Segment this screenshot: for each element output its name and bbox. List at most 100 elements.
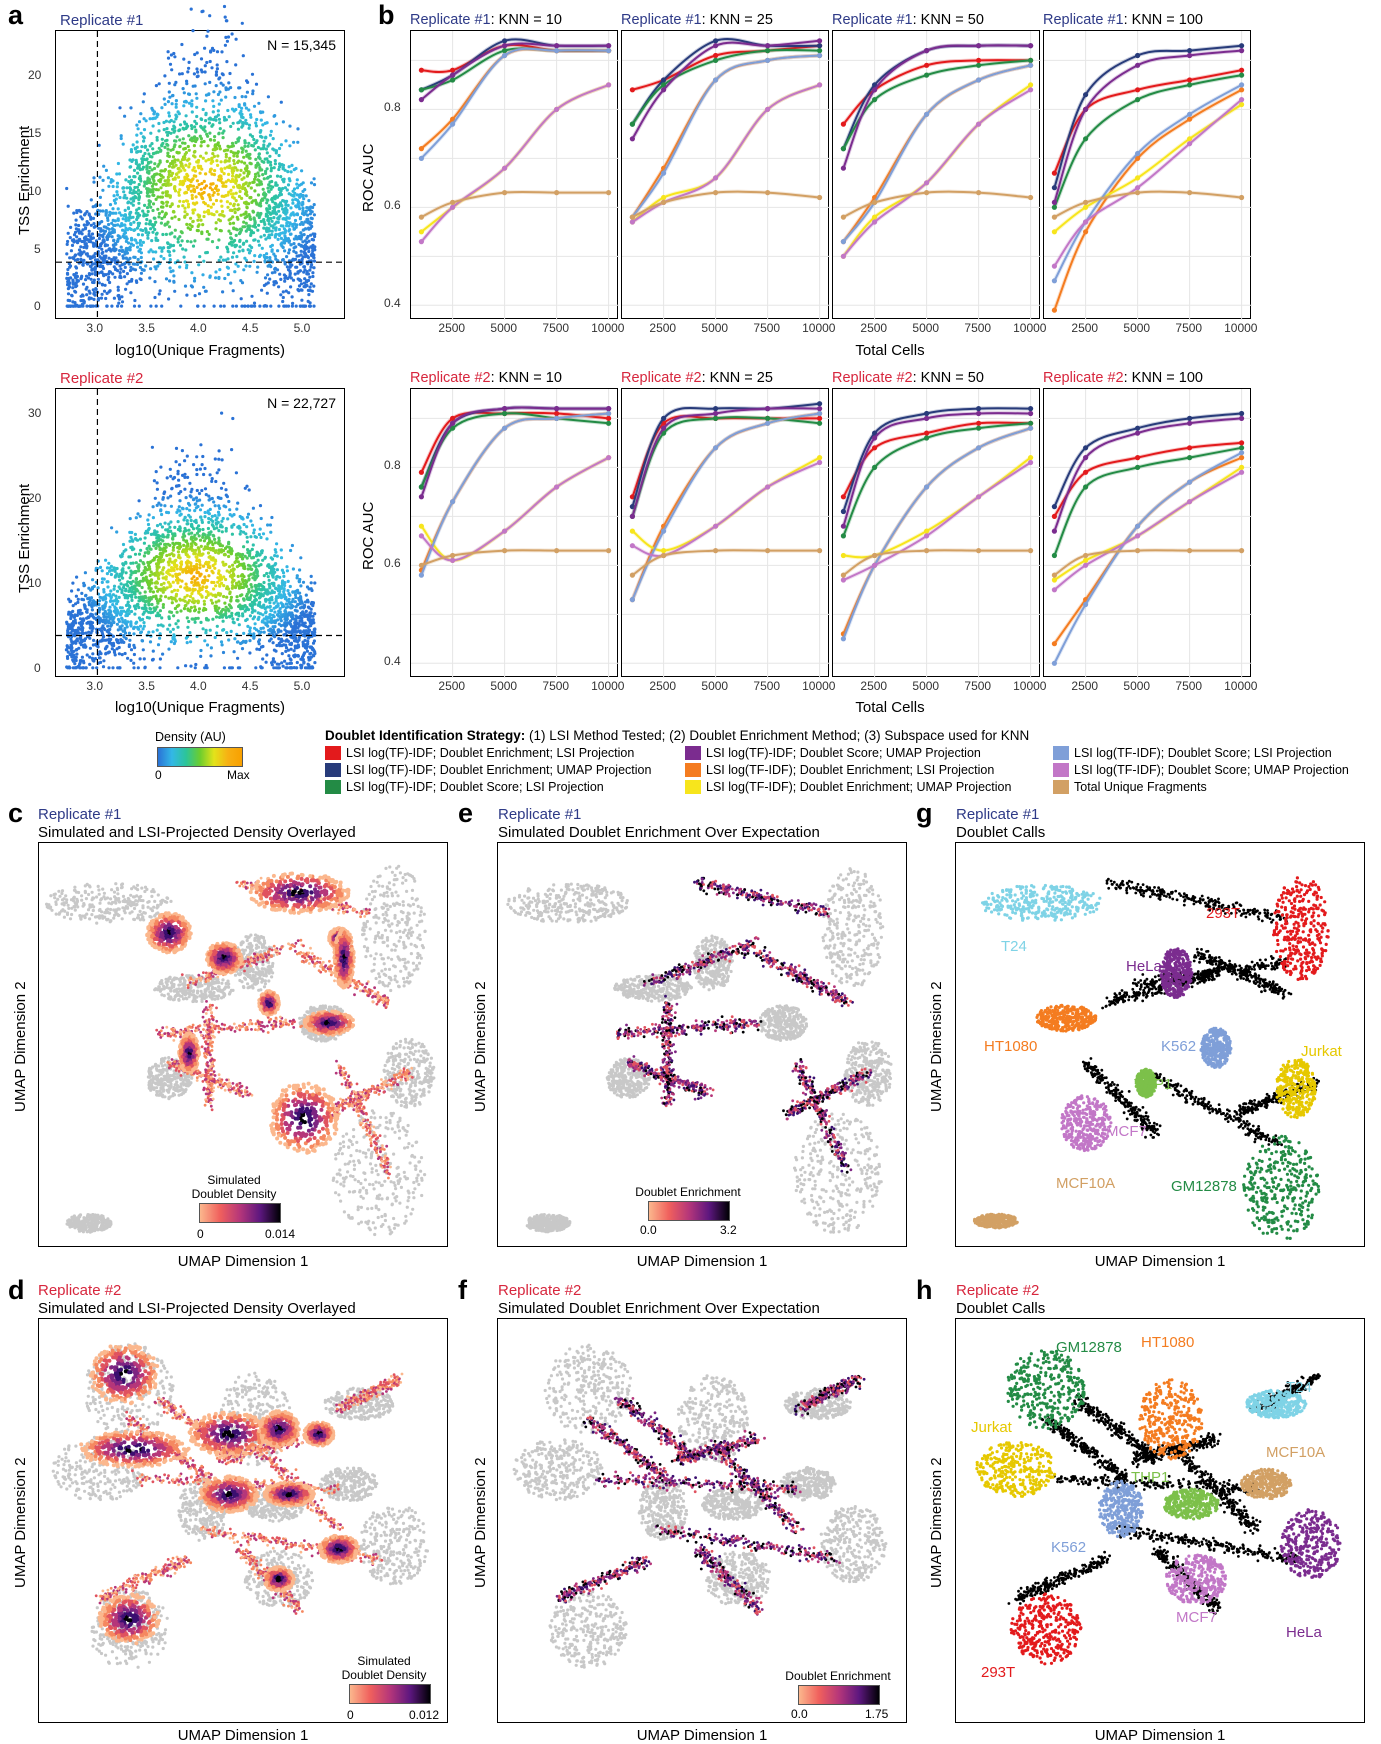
density-point (190, 569, 194, 573)
density-point (149, 160, 153, 164)
density-point (194, 130, 198, 134)
density-point (152, 479, 156, 483)
density-point (123, 114, 127, 118)
density-point (195, 565, 199, 569)
density-point (190, 224, 194, 228)
density-point (306, 605, 310, 609)
density-point (203, 70, 207, 74)
density-point (241, 121, 245, 125)
density-point (201, 585, 205, 589)
density-point (158, 172, 162, 177)
density-point (234, 63, 238, 67)
density-point (265, 252, 269, 256)
density-point (168, 258, 172, 262)
density-point (283, 628, 287, 632)
density-point (141, 572, 145, 576)
density-point (174, 113, 178, 117)
density-point (187, 513, 191, 517)
density-point (169, 243, 173, 247)
density-point (247, 577, 251, 581)
density-point (277, 285, 281, 289)
density-point (92, 267, 96, 271)
density-point (166, 220, 170, 224)
density-point (159, 465, 163, 469)
density-point (222, 594, 226, 599)
density-point (221, 184, 225, 188)
density-point (129, 182, 133, 186)
density-point (278, 610, 282, 614)
density-point (197, 549, 201, 553)
density-point (193, 599, 197, 603)
density-point (229, 192, 233, 196)
density-point (212, 154, 216, 158)
density-point (201, 552, 205, 556)
density-point (154, 236, 158, 240)
density-point (300, 298, 304, 302)
density-point (172, 596, 176, 600)
density-point (161, 576, 165, 580)
density-point (217, 275, 221, 280)
density-point (136, 188, 141, 192)
density-point (89, 277, 93, 281)
density-point (292, 140, 296, 144)
density-point (121, 256, 125, 260)
density-point (207, 158, 211, 162)
density-point (204, 289, 208, 293)
density-point (252, 531, 256, 535)
density-point (296, 288, 300, 292)
density-point (161, 533, 165, 537)
density-point (257, 532, 261, 537)
density-point (185, 507, 189, 511)
density-point (195, 105, 199, 109)
density-point (156, 611, 160, 615)
density-point (288, 124, 292, 128)
density-point (270, 589, 274, 593)
density-point (96, 277, 100, 281)
density-point (166, 241, 170, 245)
density-point (211, 564, 215, 568)
density-point (164, 277, 169, 281)
density-point (298, 278, 302, 282)
density-point (210, 477, 214, 481)
density-point (283, 609, 287, 613)
density-point (138, 591, 142, 595)
density-point (219, 523, 223, 527)
density-point (73, 258, 77, 262)
density-point (135, 208, 139, 212)
density-point (244, 95, 248, 99)
density-point (245, 594, 249, 598)
density-point (78, 617, 83, 621)
density-point (294, 304, 298, 308)
density-point (223, 276, 227, 281)
density-point (256, 145, 260, 150)
density-point (210, 569, 214, 573)
density-point (245, 597, 249, 601)
density-point (119, 267, 123, 271)
density-point (126, 600, 130, 604)
density-point (127, 218, 131, 222)
density-point (253, 148, 257, 152)
density-point (72, 304, 76, 308)
density-point (215, 471, 219, 475)
density-point (291, 194, 295, 198)
density-point (256, 193, 261, 197)
density-point (127, 262, 131, 266)
density-point (183, 146, 187, 151)
density-point (258, 167, 262, 171)
density-point (311, 604, 315, 608)
density-point (156, 623, 160, 627)
density-point (255, 117, 259, 122)
density-point (217, 258, 221, 262)
density-point (287, 229, 291, 233)
density-point (211, 99, 215, 103)
density-point (211, 110, 215, 114)
density-point (154, 84, 158, 88)
density-point (214, 84, 218, 88)
density-point (113, 201, 117, 205)
density-point (245, 540, 249, 544)
density-point (204, 151, 208, 155)
density-point (177, 505, 181, 509)
density-point (150, 142, 154, 146)
density-point (198, 255, 202, 259)
density-point (92, 180, 96, 184)
